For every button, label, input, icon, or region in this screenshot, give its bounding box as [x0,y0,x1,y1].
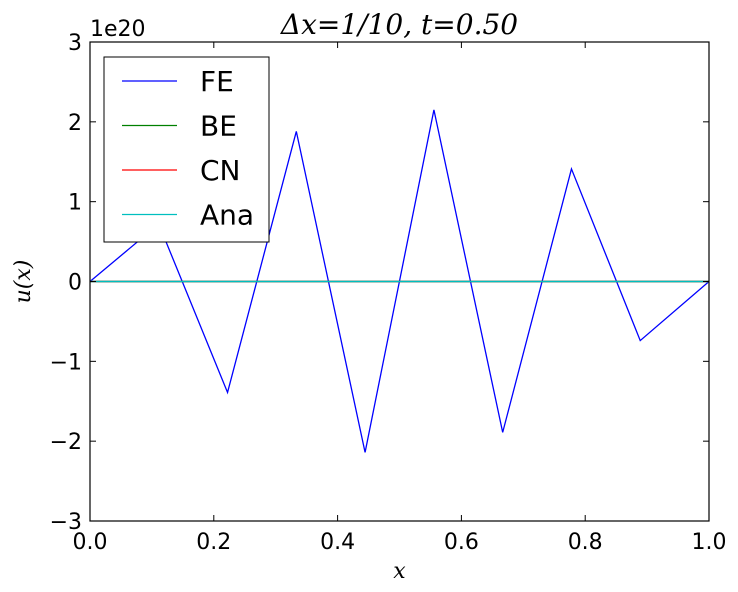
x-tick-label: 0.8 [568,530,603,555]
x-tick-label: 0.4 [320,530,355,555]
y-axis-label: u(x) [11,260,36,304]
x-tick-label: 0.2 [196,530,231,555]
x-tick-label: 0.0 [73,530,108,555]
y-tick-label: 1 [68,191,82,216]
x-tick-label: 0.6 [444,530,479,555]
x-tick-label: 1.0 [692,530,727,555]
chart-title: Δx=1/10, t=0.50 [280,8,518,41]
y-tick-label: −2 [50,430,82,455]
y-tick-label: 0 [68,271,82,296]
y-axis-offset-label: 1e20 [90,17,146,42]
plot-lines [89,109,710,453]
y-tick-label: −3 [50,510,82,535]
x-axis-label: x [393,559,406,584]
y-tick-label: 2 [68,111,82,136]
legend: FE BE CN Ana [103,56,270,243]
axis-ticks: 0.0 0.2 0.4 0.6 0.8 1.0 −3 −2 −1 0 1 2 3 [50,31,727,555]
legend-label-cn: CN [200,154,241,187]
y-tick-label: −1 [50,350,82,375]
legend-label-fe: FE [200,65,234,98]
legend-label-ana: Ana [200,199,254,232]
legend-label-be: BE [200,110,237,143]
y-tick-label: 3 [68,31,82,56]
legend-box [103,56,270,243]
